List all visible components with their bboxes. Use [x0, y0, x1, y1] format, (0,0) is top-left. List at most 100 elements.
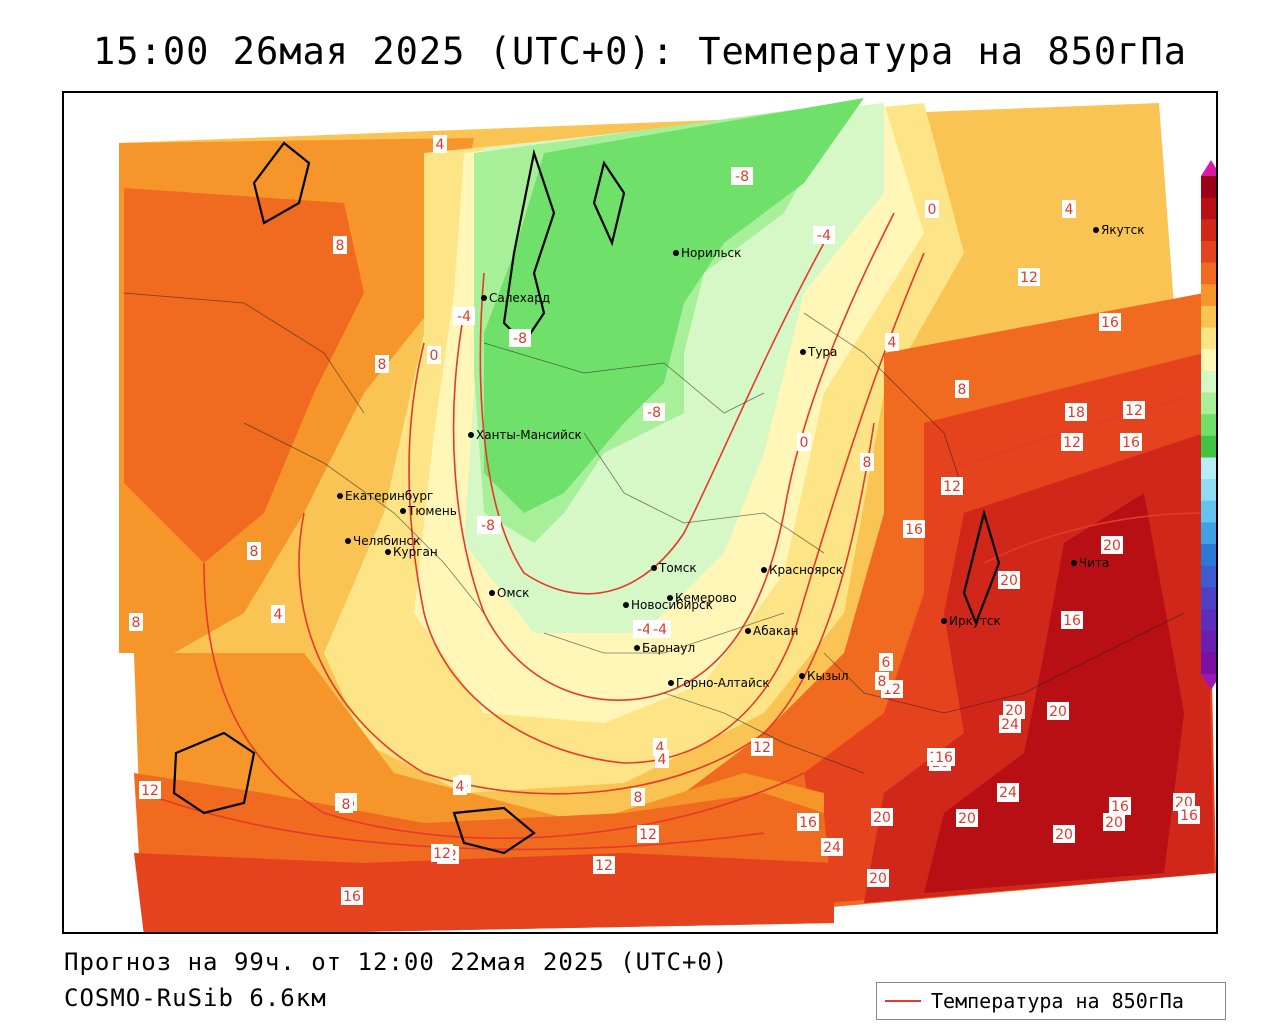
isotherm-label: -4	[637, 622, 651, 638]
city-marker	[667, 595, 673, 601]
isotherm-label: 0	[928, 202, 937, 218]
isotherm-label: 20	[1103, 538, 1121, 554]
colorbar-segment	[1201, 522, 1216, 545]
isotherm-label-bg	[955, 380, 969, 398]
city-label: Кызыл	[807, 669, 849, 683]
city-marker	[668, 680, 674, 686]
isotherm-label: 24	[1001, 717, 1019, 733]
isotherm-label: 16	[1180, 808, 1198, 824]
isotherm-label-bg	[999, 715, 1021, 733]
isotherm-label: 8	[132, 615, 141, 631]
isotherm-label: 20	[1105, 815, 1123, 831]
city-layer: Норильск Якутск Салехард Тура Ханты-Мансийск…	[337, 223, 1145, 690]
city-marker	[1071, 560, 1077, 566]
city-label: Томск	[658, 561, 697, 575]
isotherm-label-bg	[637, 825, 659, 843]
isotherm-label: 12	[1125, 403, 1143, 419]
colorbar-segment	[1201, 609, 1216, 632]
isotherm-label-bg	[649, 620, 671, 638]
isotherm-label-bg	[998, 571, 1020, 589]
isotherm-label: 12	[595, 858, 613, 874]
isotherm-label-bg	[1003, 701, 1025, 719]
colorbar-segment	[1201, 219, 1216, 242]
isotherm-label: 20	[873, 810, 891, 826]
city-marker	[651, 565, 657, 571]
isotherm-label-bg	[941, 477, 963, 495]
city-label: Барнаул	[642, 641, 695, 655]
isotherm-label: -4	[653, 622, 667, 638]
isotherm-label-bg	[643, 403, 665, 421]
isotherm-label: 16	[1111, 799, 1129, 815]
isotherm-label: 4	[436, 137, 445, 153]
isotherm-label: 8	[378, 357, 387, 373]
isotherm-label-bg	[956, 809, 978, 827]
colorbar-segment	[1201, 414, 1216, 437]
city-label: Екатеринбург	[345, 489, 433, 503]
isotherm-label-bg	[797, 433, 811, 451]
isotherm-label: 8	[250, 544, 259, 560]
isotherm-label-bg	[885, 333, 899, 351]
isotherm-label-bg	[813, 226, 835, 244]
city-marker	[799, 673, 805, 679]
city-marker	[400, 508, 406, 514]
isotherm-8	[203, 562, 805, 840]
colorbar-segment	[1201, 284, 1216, 307]
extreme-hot-region-east	[924, 493, 1184, 893]
city-marker	[345, 538, 351, 544]
isotherm-label-bg	[925, 200, 939, 218]
isotherm-label: 12	[433, 846, 451, 862]
colorbar-bottom-arrow	[1201, 674, 1216, 690]
isotherm-label-bg	[453, 777, 467, 795]
isotherm-label-bg	[751, 738, 773, 756]
isotherm-label: 24	[823, 840, 841, 856]
isotherm-4	[298, 422, 875, 795]
city-label: Курган	[393, 545, 438, 559]
city-marker	[481, 295, 487, 301]
colorbar-segment	[1201, 479, 1216, 502]
colorbar-segment	[1201, 176, 1216, 199]
isotherm-label: 16	[1122, 435, 1140, 451]
colorbar-segment	[1201, 240, 1216, 264]
isotherm-label: 12	[943, 479, 961, 495]
isotherm-label: -8	[647, 405, 661, 421]
isotherm-label-bg	[477, 516, 499, 534]
isotherm-label-bg	[433, 135, 447, 153]
isotherm-label-bg	[139, 781, 161, 799]
colorbar-segment	[1201, 349, 1216, 372]
isotherm-label-bg	[1018, 268, 1040, 286]
colorbar-segment	[1201, 197, 1216, 220]
isotherm-label: 20	[958, 811, 976, 827]
city-marker	[673, 250, 679, 256]
region-boundaries	[123, 292, 1185, 774]
isotherm-label: 20	[1000, 573, 1018, 589]
isotherm-label: 18	[1067, 405, 1085, 421]
map-canvas: Норильск Якутск Салехард Тура Ханты-Мансийск…	[119, 98, 1216, 932]
isotherm-label-bg	[339, 795, 353, 813]
colorbar-segment	[1201, 457, 1216, 480]
isotherm-label: 8	[342, 797, 351, 813]
isotherm-label: 16	[935, 750, 953, 766]
hot-region-west	[124, 188, 364, 563]
coastlines	[172, 141, 1001, 855]
isotherm-label-bg	[1120, 433, 1142, 451]
isotherm-label-bg	[1047, 702, 1069, 720]
city-marker	[623, 602, 629, 608]
model-info: COSMO-RuSib 6.6км	[64, 984, 327, 1012]
isotherm-label: 4	[274, 607, 283, 623]
isotherm-label: 16	[799, 815, 817, 831]
isotherm-label: 24	[999, 785, 1017, 801]
forecast-info: Прогноз на 99ч. от 12:00 22мая 2025 (UTC…	[64, 948, 729, 976]
colorbar-top-arrow	[1201, 160, 1216, 176]
line-legend: Температура на 850гПа	[876, 982, 1226, 1020]
city-marker	[385, 549, 391, 555]
isotherm-20-east	[983, 512, 1205, 564]
temperature-map[interactable]: Норильск Якутск Салехард Тура Ханты-Мансийск…	[62, 91, 1218, 934]
city-label: Челябинск	[353, 534, 420, 548]
isotherm-label-bg	[333, 236, 347, 254]
isotherm-label-bg	[1101, 536, 1123, 554]
isotherm-label-bg	[427, 346, 441, 364]
isotherm-label-bg	[129, 613, 143, 631]
colorbar-segment	[1201, 652, 1216, 675]
isotherm-label-bg	[247, 542, 261, 560]
